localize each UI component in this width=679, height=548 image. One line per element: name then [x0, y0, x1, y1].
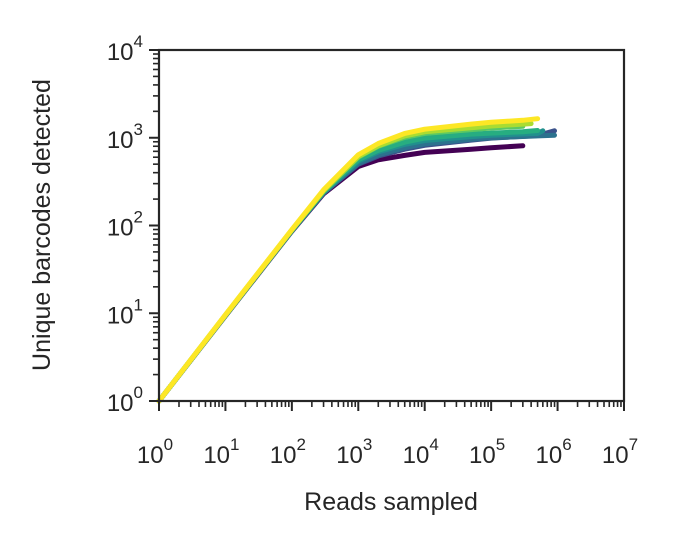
- x-tick-label-1: 101: [203, 435, 239, 469]
- axes-layer: 100 101 102 103 104 105 106 107 100 101 102 103 104: [107, 32, 638, 469]
- x-tick-label-3: 103: [336, 435, 372, 469]
- x-tick-label-6: 106: [535, 435, 571, 469]
- y-axis-label: Unique barcodes detected: [28, 79, 56, 371]
- series-line-2: [156, 128, 557, 404]
- y-tick-label-1: 101: [107, 295, 143, 329]
- x-axis-label: Reads sampled: [304, 488, 478, 516]
- y-tick-label-3: 103: [107, 120, 143, 154]
- series-line-1: [156, 143, 526, 404]
- series-line-6: [156, 123, 526, 404]
- plot-frame: [157, 48, 626, 403]
- x-tick-label-2: 102: [270, 435, 306, 469]
- series-line-8: [156, 116, 541, 404]
- series-line-5: [156, 128, 541, 404]
- y-tick-label-0: 100: [107, 383, 143, 417]
- series-line-3: [156, 132, 557, 404]
- x-tick-label-4: 104: [403, 435, 439, 469]
- x-tick-label-0: 100: [137, 435, 173, 469]
- y-tick-label-2: 102: [107, 208, 143, 242]
- series-layer: [156, 116, 557, 404]
- x-tick-label-7: 107: [602, 435, 638, 469]
- y-tick-label-4: 104: [107, 32, 143, 66]
- x-tick-label-5: 105: [469, 435, 505, 469]
